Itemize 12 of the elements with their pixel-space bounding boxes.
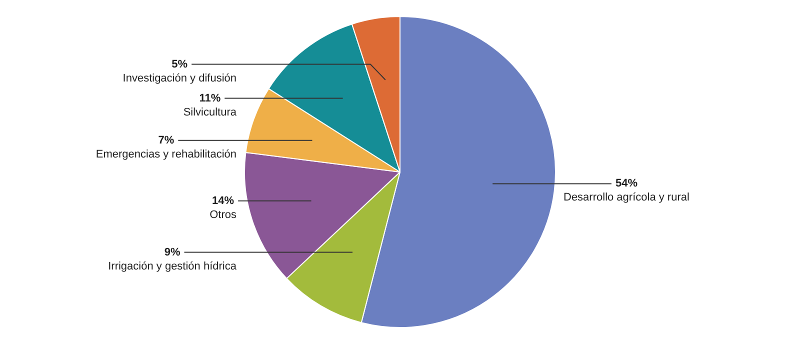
slice-label: Silvicultura [183,106,238,118]
slice-label: Otros [210,208,237,221]
slice-label: Emergencias y rehabilitación [96,148,237,160]
slice-label: Irrigación y gestión hídrica [108,260,238,272]
data-label: 14% [212,194,234,207]
data-label: 54% [615,178,638,190]
data-label: 11% [199,92,221,104]
slice-label: Desarrollo agrícola y rural [564,192,690,204]
data-label: 5% [172,58,188,70]
data-label: 7% [158,134,174,146]
slice-label: Investigación y difusión [122,72,236,84]
data-label: 9% [164,246,180,258]
